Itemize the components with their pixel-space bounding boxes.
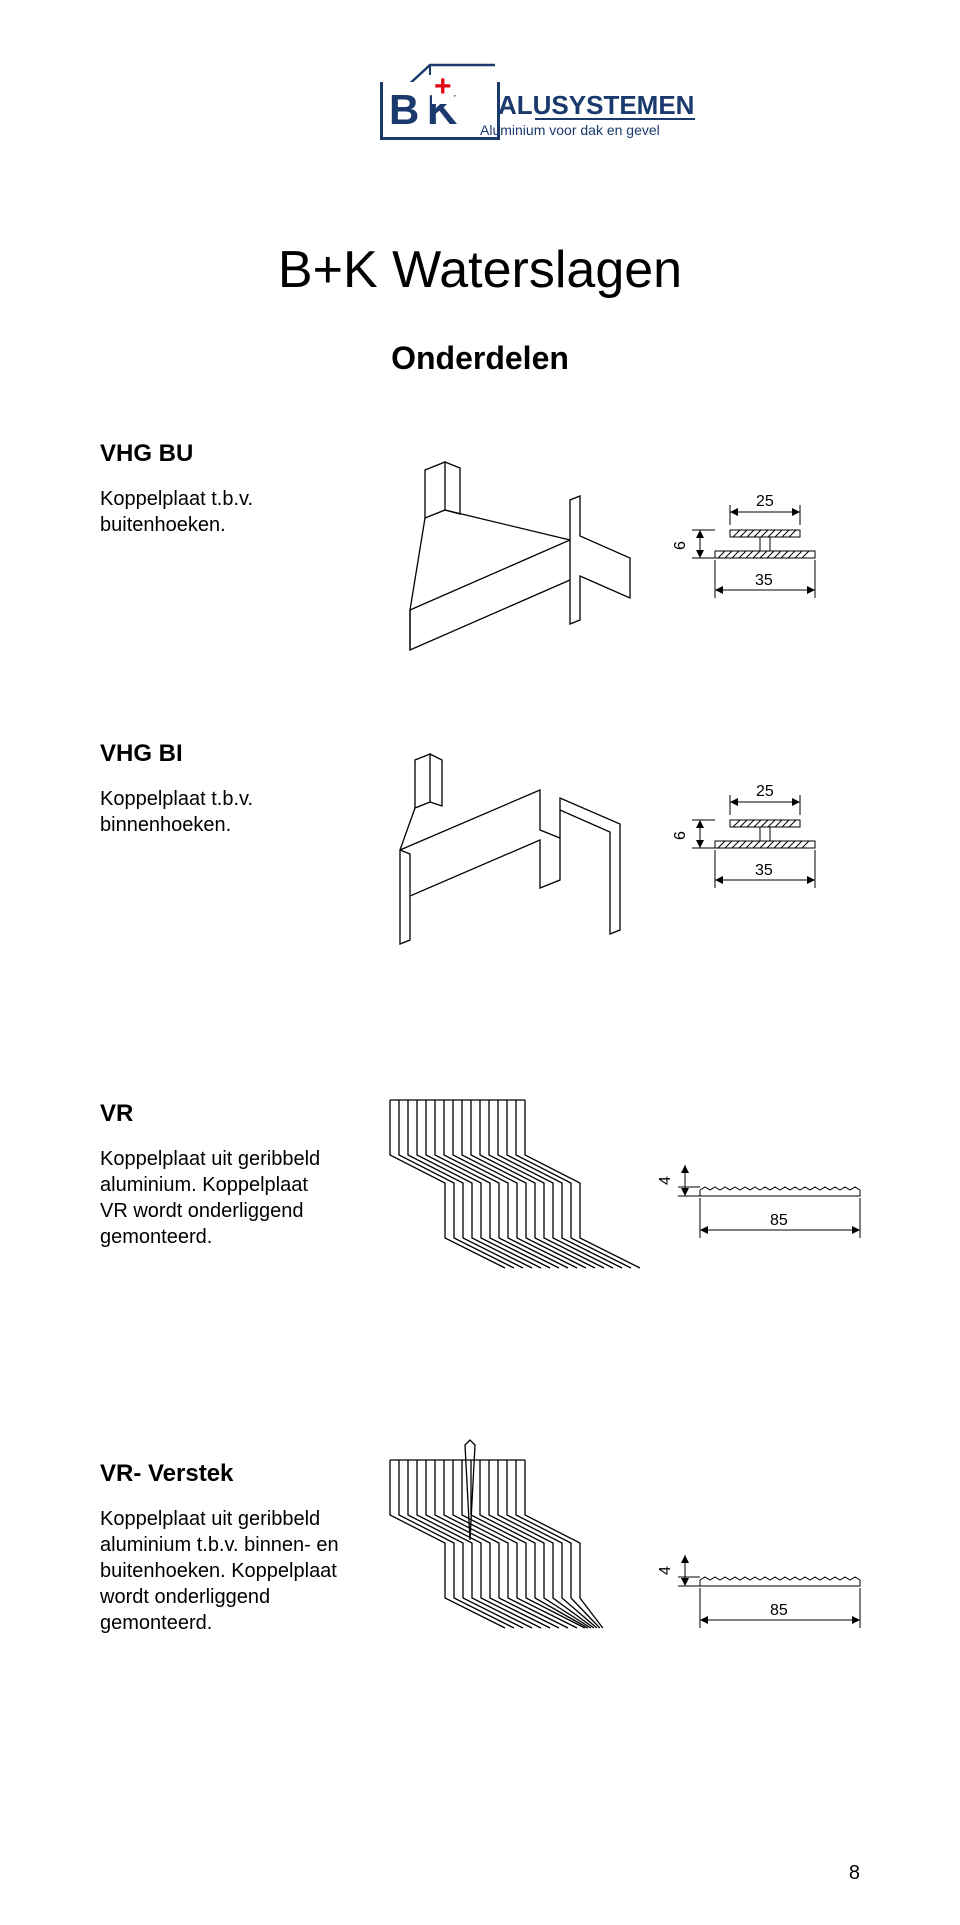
diagram-vhg-bu: 25 6 35 [370, 430, 890, 690]
dim-label: 35 [755, 572, 773, 589]
diagram-vr-verstek: 4 85 [370, 1430, 890, 1750]
dim-label: 25 [756, 783, 774, 800]
diagram-vhg-bi: 25 6 35 [370, 720, 890, 1000]
section-desc: Koppelplaat uit geribbeld aluminium. Kop… [100, 1146, 340, 1250]
section-desc: Koppelplaat t.b.v. binnenhoeken. [100, 786, 340, 838]
page-number: 8 [849, 1862, 860, 1885]
logo-alu-text: ALUSYSTEMEN [498, 90, 694, 121]
dim-label: 25 [756, 493, 774, 510]
logo-plus: + [432, 70, 454, 104]
dim-label: 4 [657, 1176, 674, 1185]
section-desc: Koppelplaat t.b.v. buitenhoeken. [100, 486, 340, 538]
dim-label: 85 [770, 1212, 788, 1229]
diagram-vr: 4 85 [370, 1070, 890, 1370]
section-desc: Koppelplaat uit geribbeld aluminium t.b.… [100, 1506, 340, 1636]
brand-logo: B K + ALUSYSTEMEN Aluminium voor dak en … [380, 60, 700, 200]
page-title: B+K Waterslagen [0, 240, 960, 300]
page-subtitle: Onderdelen [0, 340, 960, 377]
logo-tagline: Aluminium voor dak en gevel [480, 122, 660, 138]
dim-label: 4 [657, 1566, 674, 1575]
dim-label: 6 [672, 541, 689, 550]
dim-label: 6 [672, 831, 689, 840]
dim-label: 35 [755, 862, 773, 879]
dim-label: 85 [770, 1602, 788, 1619]
